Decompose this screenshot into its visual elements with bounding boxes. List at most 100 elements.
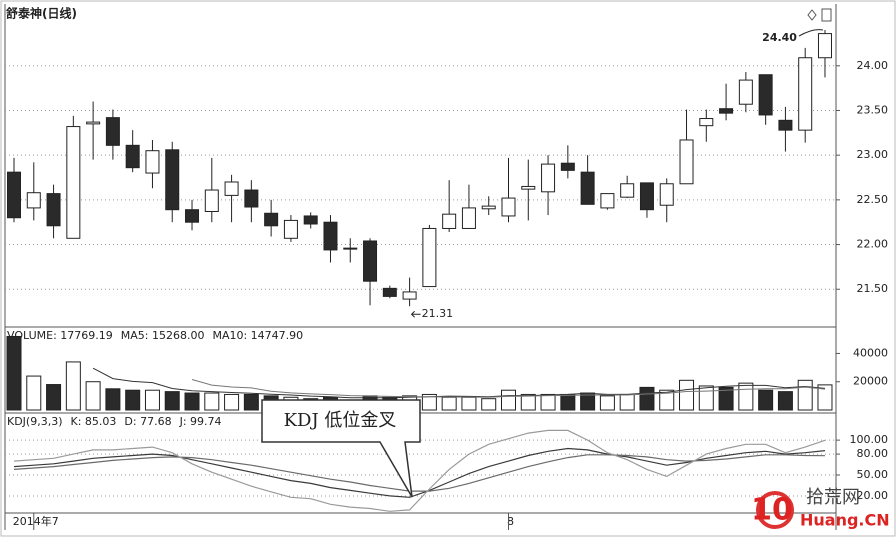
icon xyxy=(821,8,832,22)
volume-bar xyxy=(441,396,457,411)
volume-bar xyxy=(501,389,516,411)
y-tick-label: 80.00 xyxy=(857,447,889,460)
y-tick-label: 21.50 xyxy=(857,282,889,295)
candle-body xyxy=(758,74,773,116)
y-tick-label: 50.00 xyxy=(857,468,889,481)
callout-box xyxy=(261,399,421,498)
candle-body xyxy=(798,57,813,131)
candle-body xyxy=(343,247,358,250)
candle-body xyxy=(382,287,397,297)
volume-bar xyxy=(224,393,240,411)
candle-body xyxy=(481,205,496,210)
candle-body xyxy=(165,149,180,211)
candle-body xyxy=(817,33,832,59)
candle-body xyxy=(600,193,615,209)
x-tick-label: 8 xyxy=(507,515,514,528)
volume-bar xyxy=(599,395,615,411)
volume-bar xyxy=(65,361,81,411)
callout-text: KDJ 低位金叉 xyxy=(284,410,397,431)
volume-bar xyxy=(817,384,833,411)
header-item: K: 85.03 xyxy=(71,415,117,428)
y-tick-label: 40000 xyxy=(853,346,888,359)
candle-body xyxy=(145,150,160,174)
candle-body xyxy=(105,117,120,146)
kdj-line xyxy=(13,447,826,498)
volume-bar xyxy=(85,381,101,411)
y-tick-label: 23.00 xyxy=(857,148,889,161)
volume-bar xyxy=(718,386,734,411)
candle-body xyxy=(580,171,595,205)
header-item: MA5: 15268.00 xyxy=(121,329,205,342)
y-tick-label: 20000 xyxy=(853,375,888,388)
volume-bar xyxy=(461,396,477,411)
candle-body xyxy=(283,219,298,239)
candle-body xyxy=(461,207,476,229)
y-tick-label: 22.00 xyxy=(857,238,889,251)
volume-bar xyxy=(204,392,220,411)
candle-body xyxy=(442,213,457,229)
chart-title: 舒泰神(日线) xyxy=(5,6,77,21)
panel-header: KDJ(9,3,3) K: 85.03 D: 77.68 J: 99.74 xyxy=(7,415,222,428)
candle-body xyxy=(778,119,793,131)
volume-bar xyxy=(46,384,62,411)
header-item: KDJ(9,3,3) xyxy=(7,415,63,428)
candle-body xyxy=(66,126,81,239)
plot-layer: 21.50 22.00 22.50 23.00 23.50 24.00 2014年7 8 24.… xyxy=(5,29,889,530)
candle-body xyxy=(125,144,140,169)
volume-bar xyxy=(560,393,576,411)
watermark-name: 拾荒网 xyxy=(806,487,860,508)
y-tick-label: 23.50 xyxy=(857,103,889,116)
candle-body xyxy=(323,221,338,251)
volume-bar xyxy=(540,393,556,411)
candle-body xyxy=(422,227,437,288)
header-item: MA10: 14747.90 xyxy=(212,329,303,342)
candle-body xyxy=(639,182,654,211)
y-tick-label: 100.00 xyxy=(850,433,889,446)
x-tick-label: 2014年7 xyxy=(13,514,59,528)
volume-bar xyxy=(144,389,160,411)
candle-body xyxy=(224,181,239,196)
header-item: J: 99.74 xyxy=(179,415,222,428)
volume-bar xyxy=(421,393,437,411)
candle-body xyxy=(303,215,318,225)
volume-bar xyxy=(26,375,42,411)
candle-body xyxy=(244,189,259,208)
y-tick-label: 22.50 xyxy=(857,193,889,206)
candle-body xyxy=(185,209,200,223)
volume-bar xyxy=(639,386,655,411)
ma-line xyxy=(92,367,826,399)
y-tick-label: 24.00 xyxy=(857,59,889,72)
volume-bar xyxy=(6,335,22,411)
volume-bar xyxy=(105,388,121,411)
candle-body xyxy=(719,108,734,114)
volume-bar xyxy=(520,393,536,411)
low-label: 21.31 xyxy=(422,307,454,320)
candle-body xyxy=(86,121,101,125)
candle-body xyxy=(679,139,694,185)
volume-bar xyxy=(184,392,200,411)
high-label: 24.40 xyxy=(762,31,797,44)
candle-body xyxy=(620,183,635,198)
volume-bar xyxy=(619,393,635,411)
icon xyxy=(807,9,817,21)
volume-bar xyxy=(797,379,813,411)
y-tick-label: 20.00 xyxy=(857,489,889,502)
volume-bar xyxy=(738,382,754,411)
candle-body xyxy=(26,192,41,209)
volume-bar xyxy=(164,391,180,411)
candle-body xyxy=(738,79,753,105)
volume-bar xyxy=(679,379,695,411)
candle-body xyxy=(521,185,536,190)
volume-bar xyxy=(758,389,774,411)
logo: 10 xyxy=(751,493,793,528)
candle-body xyxy=(363,240,378,282)
ma-line xyxy=(191,379,826,398)
candle-body xyxy=(699,118,714,127)
low-arrow xyxy=(410,310,421,318)
volume-bar xyxy=(125,389,141,411)
candle-body xyxy=(541,163,556,193)
volume-bar xyxy=(698,385,714,411)
candle-body xyxy=(402,291,417,300)
kdj-line xyxy=(13,454,826,492)
